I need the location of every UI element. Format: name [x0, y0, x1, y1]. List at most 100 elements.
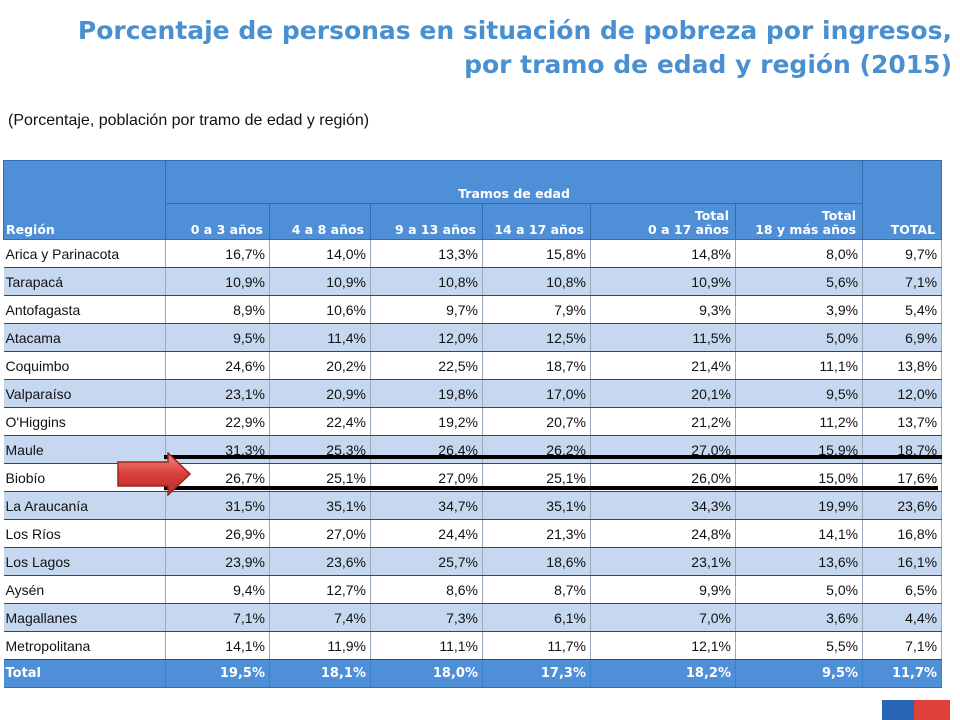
table-row: Antofagasta 8,9% 10,6% 9,7% 7,9% 9,3% 3,9% 5,4%: [3, 295, 943, 324]
value-cell: 23,6%: [862, 491, 943, 520]
value-cell: 12,7%: [269, 575, 371, 604]
value-cell: 23,1%: [590, 547, 736, 576]
region-name: Arica y Parinacota: [3, 239, 166, 268]
header-14-17: 14 a 17 años: [482, 203, 591, 240]
value-cell: 25,7%: [370, 547, 483, 576]
total-row: Total 19,5% 18,1% 18,0% 17,3% 18,2% 9,5% 11,7%: [3, 659, 943, 688]
total-value-cell: 9,5%: [735, 659, 864, 688]
value-cell: 16,7%: [165, 239, 270, 268]
value-cell: 7,0%: [590, 603, 736, 632]
value-cell: 27,0%: [269, 519, 371, 548]
value-cell: 11,4%: [269, 323, 371, 352]
header-0-3: 0 a 3 años: [165, 203, 270, 240]
value-cell: 5,5%: [735, 631, 864, 660]
value-cell: 14,1%: [165, 631, 270, 660]
value-cell: 7,1%: [165, 603, 270, 632]
value-cell: 12,1%: [590, 631, 736, 660]
value-cell: 14,1%: [735, 519, 864, 548]
total-value-cell: 18,1%: [269, 659, 371, 688]
value-cell: 9,5%: [735, 379, 864, 408]
table-row: Los Lagos 23,9% 23,6% 25,7% 18,6% 23,1% 13,6% 1…: [3, 547, 943, 576]
value-cell: 6,9%: [862, 323, 943, 352]
value-cell: 8,7%: [482, 575, 591, 604]
value-cell: 7,3%: [370, 603, 483, 632]
value-cell: 26,2%: [482, 435, 591, 464]
value-cell: 3,9%: [735, 295, 864, 324]
header-total-0-17-line2: 0 a 17 años: [648, 222, 729, 237]
value-cell: 23,9%: [165, 547, 270, 576]
value-cell: 21,3%: [482, 519, 591, 548]
value-cell: 15,8%: [482, 239, 591, 268]
table-row: Aysén 9,4% 12,7% 8,6% 8,7% 9,9% 5,0% 6,5%: [3, 575, 943, 604]
table-row: Atacama 9,5% 11,4% 12,0% 12,5% 11,5% 5,0% 6,9%: [3, 323, 943, 352]
region-name: Los Ríos: [3, 519, 166, 548]
value-cell: 11,1%: [370, 631, 483, 660]
header-9-13: 9 a 13 años: [370, 203, 483, 240]
total-value-cell: 11,7%: [862, 659, 943, 688]
value-cell: 14,8%: [590, 239, 736, 268]
value-cell: 16,8%: [862, 519, 943, 548]
value-cell: 20,1%: [590, 379, 736, 408]
value-cell: 34,7%: [370, 491, 483, 520]
value-cell: 15,9%: [735, 435, 864, 464]
total-label: Total: [3, 659, 166, 688]
table-row: Tarapacá 10,9% 10,9% 10,8% 10,8% 10,9% 5,6% 7,1…: [3, 267, 943, 296]
value-cell: 24,4%: [370, 519, 483, 548]
value-cell: 7,1%: [862, 267, 943, 296]
region-name: Los Lagos: [3, 547, 166, 576]
value-cell: 18,7%: [862, 435, 943, 464]
region-name: Tarapacá: [3, 267, 166, 296]
value-cell: 24,6%: [165, 351, 270, 380]
value-cell: 12,0%: [370, 323, 483, 352]
total-value-cell: 18,2%: [590, 659, 736, 688]
header-4-8: 4 a 8 años: [269, 203, 371, 240]
value-cell: 35,1%: [482, 491, 591, 520]
value-cell: 19,9%: [735, 491, 864, 520]
value-cell: 12,5%: [482, 323, 591, 352]
region-name: La Araucanía: [3, 491, 166, 520]
header-total: TOTAL: [862, 160, 943, 240]
value-cell: 19,8%: [370, 379, 483, 408]
region-name: Metropolitana: [3, 631, 166, 660]
value-cell: 23,6%: [269, 547, 371, 576]
highlight-line-bottom: [164, 486, 938, 490]
value-cell: 27,0%: [590, 435, 736, 464]
table-row: Coquimbo 24,6% 20,2% 22,5% 18,7% 21,4% 11,1% 13…: [3, 351, 943, 380]
page-title: Porcentaje de personas en situación de p…: [78, 14, 952, 82]
value-cell: 20,2%: [269, 351, 371, 380]
value-cell: 13,8%: [862, 351, 943, 380]
table-row: Metropolitana 14,1% 11,9% 11,1% 11,7% 12,1% 5,…: [3, 631, 943, 660]
title-line-1: Porcentaje de personas en situación de p…: [77, 16, 952, 45]
header-region: Región: [3, 160, 166, 240]
value-cell: 7,1%: [862, 631, 943, 660]
value-cell: 10,9%: [269, 267, 371, 296]
value-cell: 9,9%: [590, 575, 736, 604]
value-cell: 6,1%: [482, 603, 591, 632]
value-cell: 9,4%: [165, 575, 270, 604]
value-cell: 21,2%: [590, 407, 736, 436]
header-total-18-plus-line1: Total: [821, 208, 857, 223]
value-cell: 13,7%: [862, 407, 943, 436]
value-cell: 8,0%: [735, 239, 864, 268]
value-cell: 9,3%: [590, 295, 736, 324]
value-cell: 5,0%: [735, 575, 864, 604]
value-cell: 13,6%: [735, 547, 864, 576]
value-cell: 26,9%: [165, 519, 270, 548]
value-cell: 13,3%: [370, 239, 483, 268]
value-cell: 16,1%: [862, 547, 943, 576]
value-cell: 11,5%: [590, 323, 736, 352]
value-cell: 5,6%: [735, 267, 864, 296]
flag-red-block: [914, 700, 950, 720]
value-cell: 31,5%: [165, 491, 270, 520]
table-row: Valparaíso 23,1% 20,9% 19,8% 17,0% 20,1% 9,5% 1…: [3, 379, 943, 408]
value-cell: 18,7%: [482, 351, 591, 380]
table-body: Arica y Parinacota 16,7% 14,0% 13,3% 15,8% 14…: [3, 239, 943, 688]
value-cell: 5,4%: [862, 295, 943, 324]
region-name: Antofagasta: [3, 295, 166, 324]
header-total-0-17-line1: Total: [694, 208, 729, 223]
table-row: O'Higgins 22,9% 22,4% 19,2% 20,7% 21,2% 11,2% 1…: [3, 407, 943, 436]
region-name: Atacama: [3, 323, 166, 352]
value-cell: 8,6%: [370, 575, 483, 604]
value-cell: 10,6%: [269, 295, 371, 324]
value-cell: 6,5%: [862, 575, 943, 604]
